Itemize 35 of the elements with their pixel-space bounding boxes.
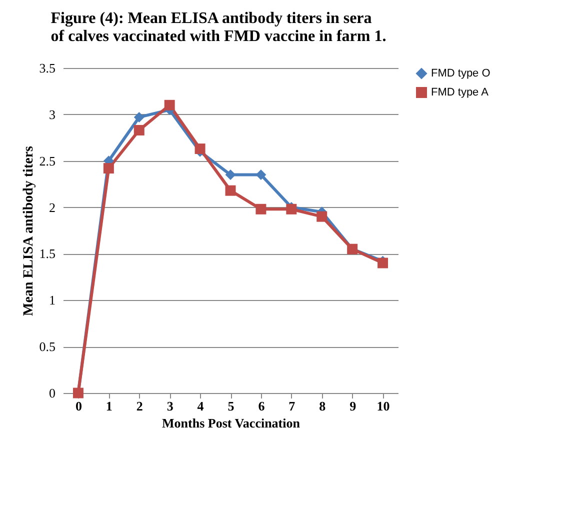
x-tick-label: 2 bbox=[136, 398, 143, 414]
point bbox=[134, 112, 144, 122]
x-tick-label: 8 bbox=[319, 398, 326, 414]
x-tick-label: 3 bbox=[166, 398, 174, 414]
point bbox=[103, 163, 114, 174]
legend-label: FMD type A bbox=[431, 86, 490, 98]
y-tick-label: 0 bbox=[49, 386, 56, 400]
x-tick-label: 1 bbox=[106, 398, 112, 414]
legend-label: FMD type O bbox=[431, 68, 491, 80]
x-tick-label: 0 bbox=[75, 398, 82, 414]
point bbox=[164, 100, 175, 110]
y-tick-label: 3.5 bbox=[39, 60, 56, 76]
text: Figure (4): Mean ELISA antibody titers in sera bbox=[50, 10, 372, 27]
point bbox=[194, 144, 206, 154]
point bbox=[256, 170, 266, 180]
y-tick-label: 2 bbox=[49, 200, 56, 215]
point bbox=[225, 185, 236, 196]
text: of calves vaccinated with FMD vaccine in farm 1. bbox=[50, 28, 386, 45]
x-tick-label: 9 bbox=[350, 398, 357, 414]
y-axis-title: Mean ELISA antibody titers bbox=[21, 145, 36, 316]
x-tick-label: 7 bbox=[288, 398, 296, 414]
point bbox=[225, 170, 236, 180]
y-tick-label: 1 bbox=[49, 292, 56, 308]
x-axis-title: Months Post Vaccination bbox=[162, 416, 301, 430]
y-tick-label: 3 bbox=[49, 106, 56, 122]
point bbox=[256, 204, 266, 214]
y-tick-label: 0.5 bbox=[39, 339, 56, 354]
y-tick-label: 2.5 bbox=[39, 153, 56, 168]
x-tick-label: 4 bbox=[197, 398, 204, 414]
x-tick-label: 5 bbox=[228, 398, 235, 414]
point bbox=[316, 211, 328, 222]
y-tick-label: 1.5 bbox=[39, 246, 56, 262]
point bbox=[134, 124, 144, 136]
x-tick-label: 6 bbox=[258, 398, 266, 414]
x-tick-label: 10 bbox=[376, 398, 390, 414]
